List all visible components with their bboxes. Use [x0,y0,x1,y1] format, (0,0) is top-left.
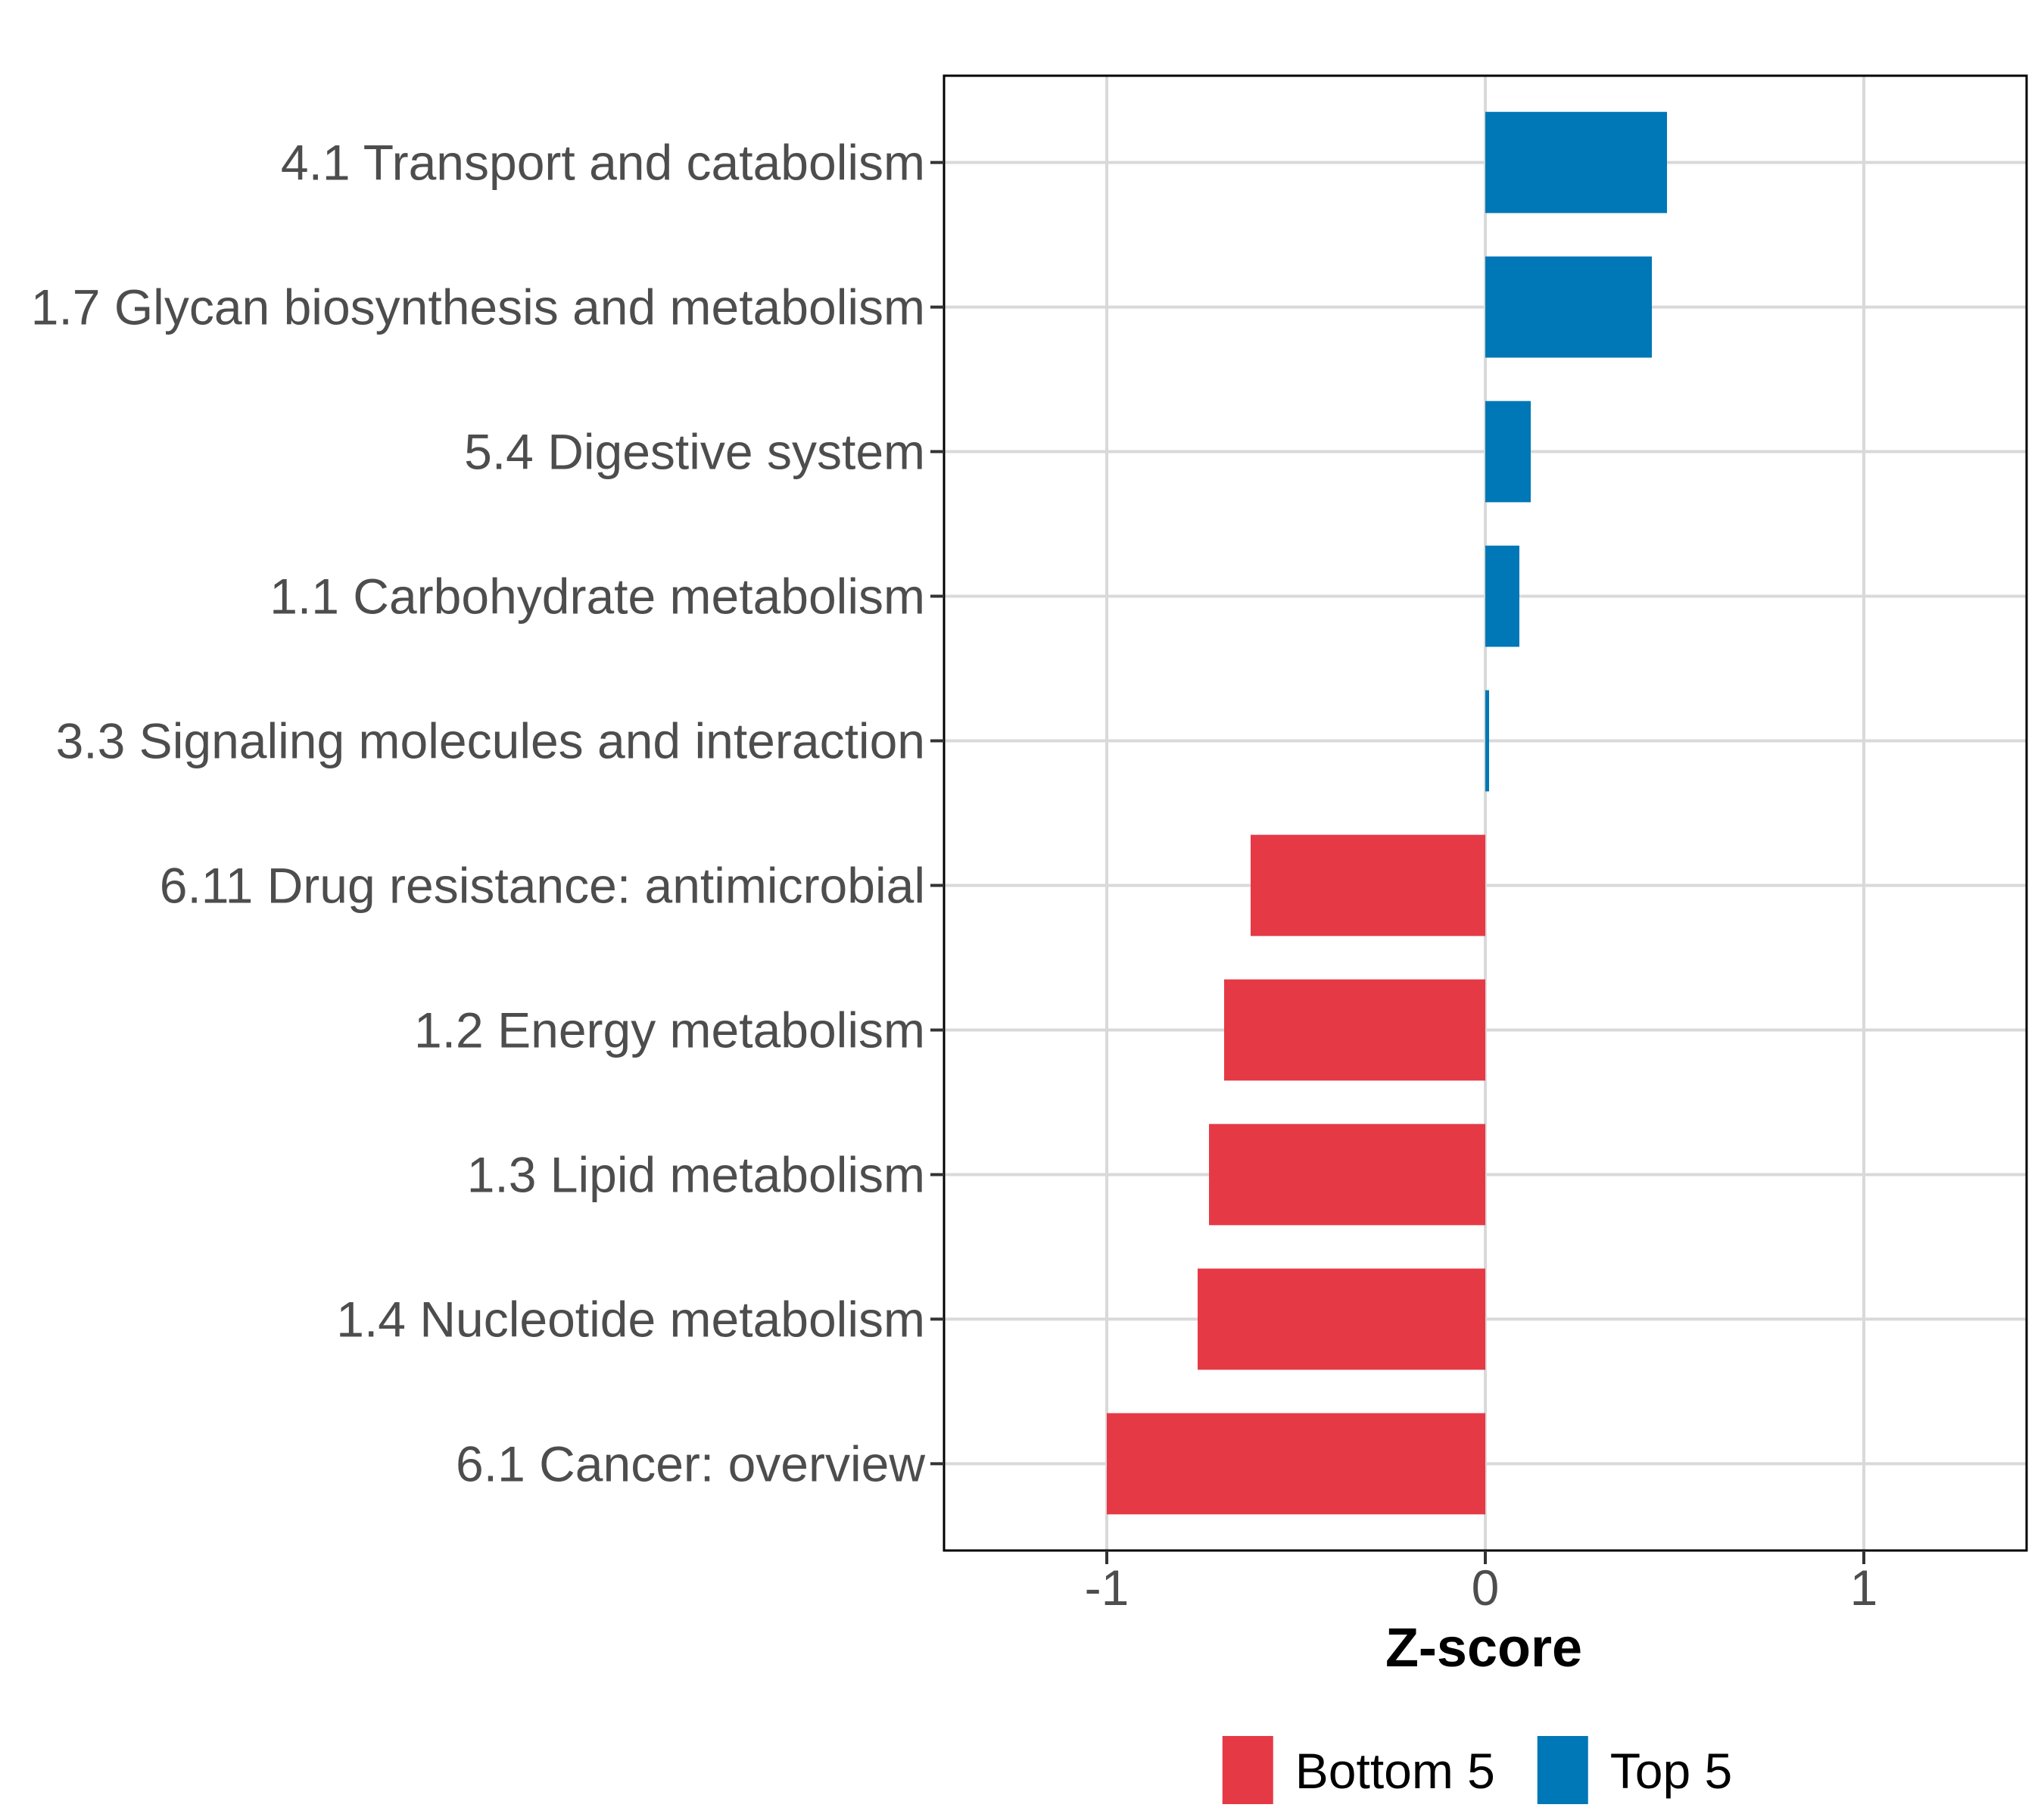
bar [1485,256,1652,358]
y-tick-label: 5.4 Digestive system [464,424,925,480]
x-tick-label: 1 [1850,1560,1878,1616]
bar [1485,111,1667,213]
bar [1198,1268,1485,1370]
bars [1107,111,1667,1515]
x-axis: -1 0 1 [1085,1551,1878,1616]
y-tick-label: 6.11 Drug resistance: antimicrobial [160,857,925,913]
legend-label: Bottom 5 [1295,1743,1495,1799]
bar [1485,545,1519,647]
bar [1251,834,1485,937]
bar [1107,1413,1485,1515]
y-tick-label: 1.1 Carbohydrate metabolism [270,569,925,625]
y-tick-label: 1.3 Lipid metabolism [467,1146,925,1202]
legend-item: Bottom 5 [1222,1736,1495,1804]
bar [1485,400,1531,503]
bar [1485,690,1489,792]
y-tick-label: 1.4 Nucleotide metabolism [336,1291,925,1347]
x-tick-label: 0 [1472,1560,1500,1616]
legend-item: Top 5 [1537,1736,1732,1804]
y-tick-label: 1.7 Glycan biosynthesis and metabolism [31,279,925,335]
legend-label: Top 5 [1610,1743,1732,1799]
y-tick-label: 3.3 Signaling molecules and interaction [56,713,925,769]
y-axis: 4.1 Transport and catabolism 1.7 Glycan b… [31,135,944,1491]
legend-key [1222,1736,1273,1804]
y-tick-label: 6.1 Cancer: overview [456,1435,925,1491]
legend-key [1537,1736,1588,1804]
x-axis-title: Z-score [1385,1618,1582,1678]
y-tick-label: 4.1 Transport and catabolism [281,135,925,191]
x-tick-label: -1 [1085,1560,1129,1616]
bar [1224,979,1485,1081]
bar [1209,1124,1485,1226]
legend: Bottom 5 Top 5 [1222,1736,1732,1804]
y-tick-label: 1.2 Energy metabolism [414,1002,925,1058]
